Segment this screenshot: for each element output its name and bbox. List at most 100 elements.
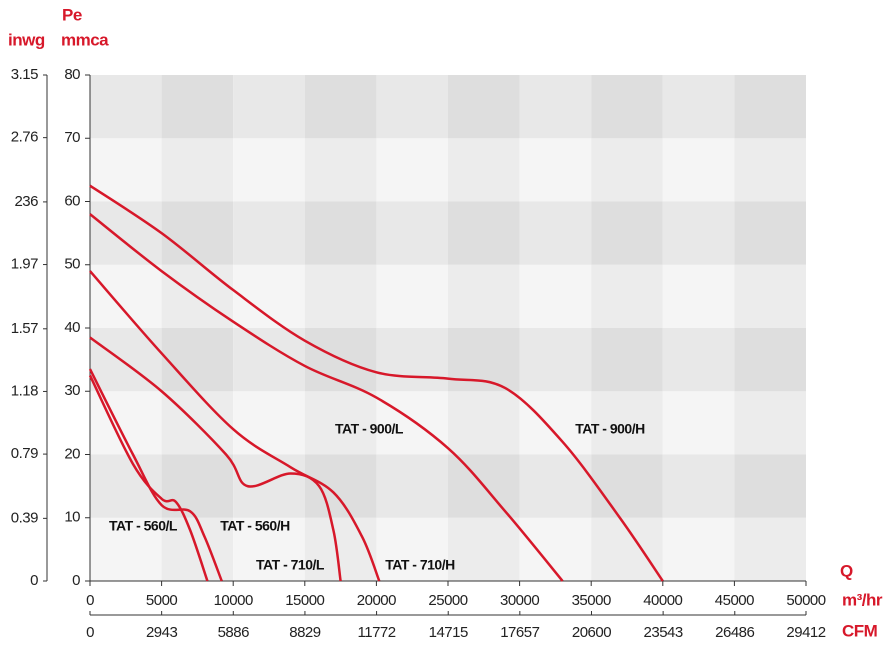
y2-tick-label: 0.39: [11, 509, 38, 526]
grid-cell: [662, 75, 735, 139]
grid-cell: [233, 517, 305, 581]
x-tick-label: 0: [86, 592, 94, 609]
grid-cell: [448, 264, 520, 328]
x2-axis-label: CFM: [842, 621, 878, 640]
x-tick-label: 25000: [428, 592, 467, 609]
grid-cell: [376, 75, 448, 139]
x-tick-label: 10000: [214, 592, 253, 609]
plot-background: [90, 75, 806, 581]
grid-cell: [662, 454, 735, 518]
curve: [89, 336, 342, 582]
grid-cell: [519, 454, 592, 518]
grid-cell: [161, 138, 234, 202]
y2-tick-label: 1.18: [11, 382, 38, 399]
grid-cell: [304, 138, 377, 202]
grid-cell: [662, 517, 735, 581]
grid-cell: [734, 328, 806, 392]
grid-cell: [734, 517, 806, 581]
x-tick-label: 30000: [500, 592, 539, 609]
x2-tick-label: 5886: [218, 624, 250, 641]
y-tick-label: 0: [72, 572, 80, 589]
series-label: TAT - 710/H: [385, 557, 455, 573]
x2-tick-label: 2943: [146, 624, 178, 641]
x2-tick-label: 11772: [358, 624, 396, 641]
y-tick-label: 70: [64, 129, 80, 146]
x2-tick-label: 14715: [429, 624, 468, 641]
series-label: TAT - 900/L: [335, 421, 404, 437]
x2-tick-label: 17657: [500, 624, 539, 641]
grid-cell: [448, 391, 520, 455]
grid-cell: [90, 454, 162, 518]
grid-cell: [519, 75, 592, 139]
grid-cell: [376, 264, 448, 328]
grid-cell: [376, 517, 448, 581]
grid-cell: [161, 201, 234, 265]
grid-cell: [90, 264, 162, 328]
y-axis-label: mmca: [61, 30, 109, 49]
grid-cell: [376, 328, 448, 392]
y-tick-label: 30: [64, 382, 80, 399]
grid-cell: [734, 201, 806, 265]
grid-cell: [734, 75, 806, 139]
y-tick-label: 80: [64, 66, 80, 83]
grid-cell: [662, 391, 735, 455]
y2-tick-label: 236: [14, 193, 38, 210]
grid-cell: [519, 391, 592, 455]
grid-cell: [519, 201, 592, 265]
grid-cell: [304, 201, 377, 265]
grid-cell: [662, 264, 735, 328]
series-label: TAT - 560/H: [220, 518, 290, 534]
grid-cell: [662, 201, 735, 265]
x2-tick-label: 23543: [644, 624, 683, 641]
grid-cell: [662, 138, 735, 202]
grid-cell: [376, 138, 448, 202]
grid-cell: [161, 328, 234, 392]
curve: [88, 368, 223, 582]
y-tick-label: 50: [64, 256, 80, 273]
y2-tick-label: 1.57: [11, 320, 38, 337]
grid-cell: [662, 328, 735, 392]
y2-tick-label: 3.15: [11, 66, 38, 83]
grid-cell: [233, 75, 305, 139]
grid-cell: [304, 517, 377, 581]
x-tick-label: 50000: [786, 592, 825, 609]
grid-cell: [734, 264, 806, 328]
curve: [88, 374, 209, 582]
grid-cell: [591, 75, 663, 139]
grid-cell: [519, 138, 592, 202]
grid-cell: [591, 391, 663, 455]
grid-cell: [161, 454, 234, 518]
grid-cell: [90, 517, 162, 581]
grid-cell: [448, 75, 520, 139]
grid-cell: [90, 138, 162, 202]
x2-tick-label: 0: [86, 624, 94, 641]
grid-cell: [161, 75, 234, 139]
x-tick-label: 35000: [572, 592, 611, 609]
grid-cell: [376, 454, 448, 518]
y-tick-label: 40: [64, 319, 80, 336]
grid-cell: [233, 391, 305, 455]
series-label: TAT - 560/L: [109, 518, 178, 534]
curve: [89, 213, 564, 582]
y-tick-label: 60: [64, 192, 80, 209]
x-tick-label: 5000: [146, 592, 178, 609]
grid-cell: [90, 75, 162, 139]
series-label: TAT - 710/L: [256, 557, 325, 573]
grid-cell: [591, 454, 663, 518]
x2-tick-label: 8829: [289, 624, 321, 641]
grid-cell: [233, 201, 305, 265]
y-tick-label: 20: [64, 445, 80, 462]
x-tick-label: 15000: [285, 592, 324, 609]
series-label: TAT - 900/H: [575, 421, 645, 437]
grid-cell: [304, 454, 377, 518]
x-unit-label: Q: [840, 561, 853, 580]
y-tick-label: 10: [64, 509, 80, 526]
grid-cell: [233, 454, 305, 518]
curve: [89, 270, 381, 582]
grid-cell: [591, 264, 663, 328]
x-tick-label: 40000: [643, 592, 682, 609]
grid-cell: [734, 138, 806, 202]
x2-tick-label: 29412: [786, 624, 825, 641]
grid-cell: [448, 201, 520, 265]
grid-cell: [734, 454, 806, 518]
